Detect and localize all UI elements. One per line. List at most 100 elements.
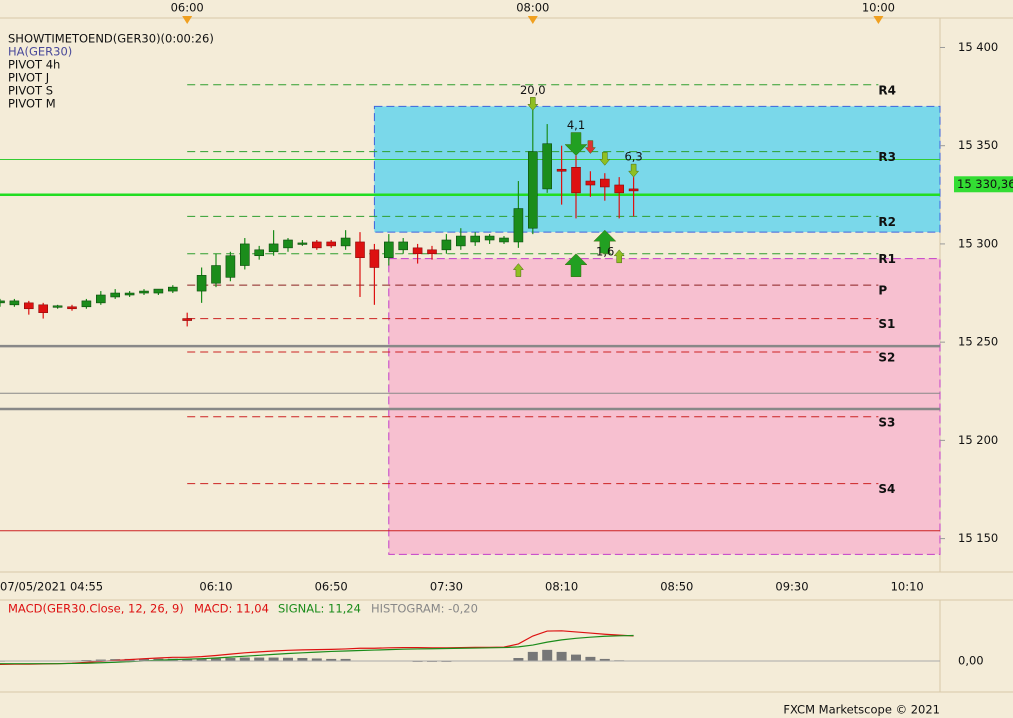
x-tick-label: 10:10 bbox=[891, 580, 924, 594]
pivot-label: S3 bbox=[878, 415, 895, 429]
x-tick-label: 06:10 bbox=[199, 580, 232, 594]
pivot-label: R3 bbox=[878, 150, 896, 164]
labels: SHOWTIMETOEND(GER30)(0:00:26)HA(GER30)PI… bbox=[0, 1, 1013, 667]
pivot-label: P bbox=[878, 284, 887, 298]
candle-body bbox=[283, 239, 293, 249]
zone-box bbox=[373, 105, 941, 233]
candle-body bbox=[340, 237, 351, 247]
y-tick-label: 15 250 bbox=[958, 335, 998, 349]
candle-body bbox=[52, 305, 63, 308]
signal-label: 20,0 bbox=[520, 83, 546, 97]
candle-body bbox=[355, 241, 365, 258]
histogram-value: HISTOGRAM: -0,20 bbox=[371, 602, 478, 616]
y-tick-label: 15 150 bbox=[958, 531, 998, 545]
candle-body bbox=[254, 249, 264, 257]
signal-arrow bbox=[599, 152, 611, 166]
histogram-bar bbox=[585, 656, 596, 661]
y-tick-label: 15 200 bbox=[958, 433, 998, 447]
price-tag bbox=[954, 176, 1013, 193]
candle-body bbox=[412, 247, 423, 255]
signal-arrow bbox=[564, 132, 588, 156]
candle-body bbox=[542, 143, 553, 190]
candle-body bbox=[96, 294, 106, 304]
zone-box bbox=[388, 258, 941, 555]
signal-label: 4,1 bbox=[567, 118, 585, 132]
histogram-bar bbox=[326, 658, 337, 661]
candle-body bbox=[124, 292, 135, 296]
signal-label: 1,6 bbox=[596, 244, 614, 258]
candle-body bbox=[168, 286, 178, 292]
candle-body bbox=[513, 208, 524, 243]
candle-body bbox=[67, 306, 77, 310]
pivot-label: S2 bbox=[878, 350, 895, 364]
x-tick-label: 06:50 bbox=[315, 580, 348, 594]
candle-body bbox=[427, 249, 437, 255]
x-tick-label: 07:30 bbox=[430, 580, 463, 594]
histogram-bar bbox=[340, 658, 351, 661]
pivot-label: R1 bbox=[878, 252, 896, 266]
signal-arrow bbox=[564, 253, 588, 277]
pivot-label: S4 bbox=[878, 482, 895, 496]
histogram-bar bbox=[527, 651, 538, 661]
pivot-label: R4 bbox=[878, 83, 896, 97]
candle-body bbox=[9, 300, 20, 306]
candle-body bbox=[297, 242, 308, 245]
candle-body bbox=[225, 255, 236, 278]
candle-body bbox=[110, 292, 120, 298]
legend-text: PIVOT 4h bbox=[8, 58, 60, 72]
candle-body bbox=[268, 243, 279, 253]
legend-text: SHOWTIMETOEND(GER30)(0:00:26) bbox=[8, 32, 214, 46]
candle-body bbox=[0, 300, 5, 304]
y-tick-label: 15 300 bbox=[958, 236, 998, 250]
candle-body bbox=[23, 302, 34, 310]
x-tick-label: 07/05/2021 04:55 bbox=[0, 580, 103, 594]
overlays bbox=[0, 84, 941, 555]
histogram-bar bbox=[196, 658, 207, 661]
y-tick-label: 15 350 bbox=[958, 138, 998, 152]
time-marker bbox=[873, 16, 884, 24]
legend-text: PIVOT S bbox=[8, 84, 53, 98]
y-tick-label: 0,00 bbox=[958, 653, 984, 667]
candle-body bbox=[527, 151, 538, 229]
candle-body bbox=[599, 178, 610, 188]
signal-arrow bbox=[628, 163, 640, 178]
legend-text: HA(GER30) bbox=[8, 45, 72, 59]
candle-body bbox=[311, 241, 322, 249]
candle-body bbox=[614, 184, 625, 194]
histogram-bar bbox=[182, 659, 193, 661]
candle-body bbox=[38, 304, 49, 313]
histogram-bar bbox=[556, 651, 567, 661]
histogram-bar bbox=[225, 658, 236, 661]
histogram-bar bbox=[254, 657, 265, 661]
legend-text: PIVOT J bbox=[8, 71, 49, 85]
histogram-bar bbox=[297, 658, 308, 661]
top-tick-label: 06:00 bbox=[171, 1, 204, 15]
x-tick-label: 08:50 bbox=[660, 580, 693, 594]
macd-value: MACD: 11,04 bbox=[194, 602, 269, 616]
histogram-bar bbox=[95, 659, 106, 661]
histogram-bar bbox=[211, 658, 221, 661]
histogram-bar bbox=[571, 654, 581, 661]
pivot-label: S1 bbox=[878, 317, 895, 331]
pivot-label: R2 bbox=[878, 215, 896, 229]
candle-body bbox=[585, 180, 596, 186]
candle-body bbox=[369, 249, 380, 268]
x-tick-label: 09:30 bbox=[775, 580, 808, 594]
signal-arrow bbox=[527, 97, 539, 111]
candle-body bbox=[139, 290, 149, 294]
candle-body bbox=[326, 241, 337, 247]
price-label: 15 330,36 bbox=[957, 177, 1013, 191]
candle-body bbox=[153, 288, 164, 294]
candle-body bbox=[484, 235, 495, 241]
signal-arrow bbox=[584, 140, 596, 154]
candle-body bbox=[455, 235, 466, 247]
time-marker bbox=[182, 16, 193, 24]
y-tick-label: 15 400 bbox=[958, 40, 998, 54]
candle-body bbox=[470, 235, 481, 243]
legend-text: PIVOT M bbox=[8, 97, 56, 111]
candle-body bbox=[398, 241, 409, 251]
signal-arrow bbox=[512, 263, 524, 277]
top-tick-label: 08:00 bbox=[516, 1, 549, 15]
top-tick-label: 10:00 bbox=[862, 1, 895, 15]
